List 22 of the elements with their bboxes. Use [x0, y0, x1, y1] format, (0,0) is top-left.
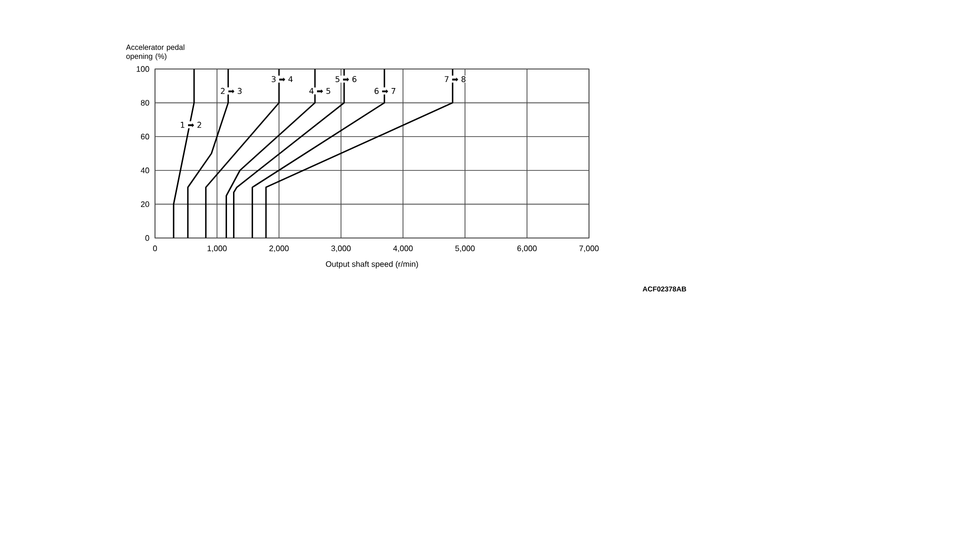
annotation: 1 ➡ 2 — [180, 122, 202, 128]
annotation: 6 ➡ 7 — [374, 88, 396, 94]
annotation: 3 ➡ 4 — [272, 76, 293, 82]
x-tick-label: 4,000 — [393, 246, 413, 252]
y-tick-label: 0 — [145, 235, 150, 241]
y-tick-label: 80 — [140, 100, 150, 106]
x-tick-label: 1,000 — [208, 246, 227, 252]
annotation: 5 ➡ 6 — [336, 76, 356, 82]
x-tick-label: 5,000 — [455, 246, 475, 252]
x-tick-label: 0 — [153, 246, 157, 252]
annotation: 7 ➡ 8 — [444, 76, 466, 82]
y-tick-label: 20 — [140, 201, 150, 208]
x-tick-label: 2,000 — [269, 246, 289, 252]
x-axis-title: Output shaft speed (r/min) — [326, 260, 418, 268]
x-tick-label: 7,000 — [579, 246, 599, 252]
annotation: 2 ➡ 3 — [220, 88, 242, 94]
y-tick-label: 100 — [136, 66, 150, 72]
x-tick-label: 3,000 — [331, 246, 351, 252]
y-tick-label: 60 — [140, 134, 150, 140]
annotation: 4 ➡ 5 — [309, 88, 330, 94]
y-tick-label: 40 — [140, 168, 150, 174]
x-tick-label: 6,000 — [517, 246, 537, 252]
